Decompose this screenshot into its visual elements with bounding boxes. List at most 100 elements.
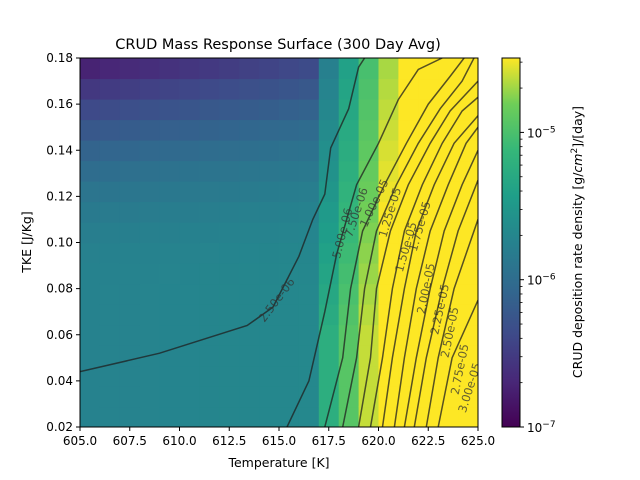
heatmap-cell (80, 99, 101, 121)
heatmap-cell (119, 140, 141, 162)
heatmap-cell (378, 140, 399, 162)
heatmap-cell (338, 406, 360, 427)
heatmap-cell (338, 78, 360, 100)
heatmap-cell (378, 386, 399, 408)
heatmap-cell (458, 181, 478, 203)
heatmap-cell (298, 263, 320, 285)
heatmap-cell (298, 99, 320, 121)
heatmap-cell (99, 283, 121, 305)
heatmap-cell (418, 263, 439, 285)
heatmap-cell (80, 304, 101, 326)
heatmap-cell (358, 263, 380, 285)
heatmap-cell (259, 99, 280, 121)
heatmap-cell (239, 58, 260, 80)
heatmap-cell (159, 324, 181, 346)
heatmap-cell (99, 201, 121, 223)
y-tick-label: 0.10 (46, 236, 73, 250)
heatmap-cell (259, 58, 280, 80)
heatmap-cell (159, 119, 181, 141)
x-axis-label: Temperature [K] (227, 455, 329, 470)
heatmap-cell (219, 99, 240, 121)
y-tick-label: 0.08 (46, 282, 73, 296)
heatmap-cell (239, 119, 260, 141)
heatmap-cell (298, 242, 320, 264)
heatmap-cell (298, 222, 320, 244)
heatmap-cell (438, 222, 459, 244)
heatmap-cell (199, 201, 220, 223)
heatmap-cell (358, 406, 380, 427)
heatmap-cell (398, 119, 419, 141)
heatmap-cell (418, 345, 439, 367)
contour-line (286, 58, 443, 427)
heatmap-cell (318, 406, 340, 427)
heatmap-cell (338, 304, 360, 326)
heatmap-cell (378, 201, 399, 223)
heatmap-cell (259, 181, 280, 203)
heatmap-cell (378, 119, 399, 141)
heatmap-cell (458, 222, 478, 244)
heatmap-cell (199, 406, 220, 427)
heatmap-cell (159, 263, 181, 285)
heatmap-cell (259, 140, 280, 162)
heatmap-cell (239, 406, 260, 427)
heatmap-cell (418, 99, 439, 121)
heatmap-cell (398, 78, 419, 100)
heatmap-cell (80, 222, 101, 244)
heatmap-cell (199, 140, 220, 162)
heatmap-cell (378, 283, 399, 305)
heatmap-cell (239, 181, 260, 203)
heatmap-cell (398, 140, 419, 162)
heatmap-cell (199, 283, 220, 305)
heatmap-cell (179, 365, 200, 387)
heatmap-cell (219, 304, 240, 326)
y-tick-label: 0.14 (46, 143, 73, 157)
x-tick-label: 607.5 (113, 434, 147, 448)
contour-line (369, 96, 478, 427)
heatmap-cell (239, 345, 260, 367)
heatmap-cell (239, 283, 260, 305)
heatmap-cell (378, 222, 399, 244)
heatmap-cell (119, 78, 141, 100)
colorbar-tick-label: 10−6 (527, 273, 556, 288)
heatmap-cell (159, 181, 181, 203)
heatmap-cell (219, 365, 240, 387)
heatmap-cell (398, 386, 419, 408)
heatmap-cell (139, 160, 161, 182)
heatmap-cell (279, 386, 300, 408)
heatmap-cell (179, 99, 200, 121)
heatmap-cell (179, 345, 200, 367)
heatmap-cell (99, 140, 121, 162)
y-axis-label: TKE [J/Kg] (19, 211, 34, 274)
y-axis-ticks: 0.02 0.04 0.06 0.08 0.10 0.12 0.14 0.16 0.18 (46, 51, 80, 434)
heatmap-cell (318, 304, 340, 326)
heatmap-cell (179, 140, 200, 162)
heatmap-cell (398, 406, 419, 427)
heatmap-cell (179, 263, 200, 285)
heatmap-cell (219, 78, 240, 100)
colorbar-tick-label: 10−7 (527, 420, 556, 435)
heatmap-cell (458, 78, 478, 100)
heatmap-cell (398, 304, 419, 326)
heatmap-cell (219, 406, 240, 427)
heatmap-cell (159, 283, 181, 305)
heatmap-cell (458, 263, 478, 285)
y-tick-label: 0.06 (46, 328, 73, 342)
heatmap-cell (358, 242, 380, 264)
heatmap-cell (279, 181, 300, 203)
heatmap-cell (458, 406, 478, 427)
heatmap-cell (418, 386, 439, 408)
heatmap-cell (259, 119, 280, 141)
heatmap-cell (458, 99, 478, 121)
heatmap-cell (99, 365, 121, 387)
heatmap-cell (199, 365, 220, 387)
heatmap-cell (219, 119, 240, 141)
heatmap-cell (358, 78, 380, 100)
heatmap-cell (318, 78, 340, 100)
heatmap-cell (139, 99, 161, 121)
heatmap-cell (199, 386, 220, 408)
heatmap-cell (239, 99, 260, 121)
heatmap-cell (219, 324, 240, 346)
heatmap-cell (378, 78, 399, 100)
heatmap-cell (318, 242, 340, 264)
heatmap-cell (298, 58, 320, 80)
